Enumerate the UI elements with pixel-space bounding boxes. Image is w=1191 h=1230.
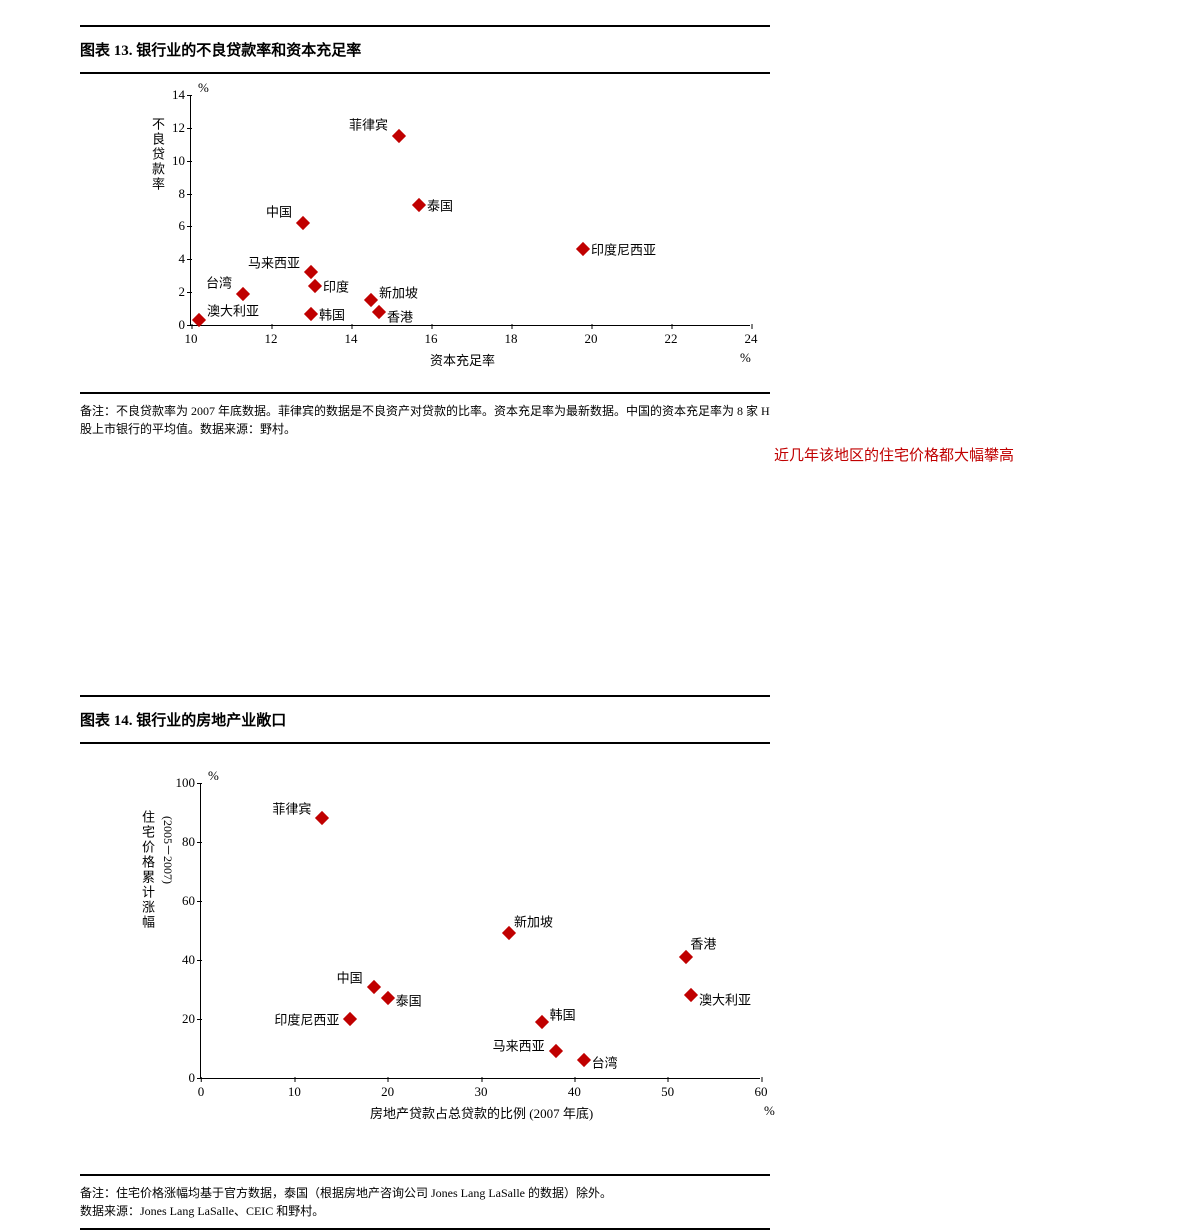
- x-tick: 16: [425, 325, 438, 347]
- data-point: [304, 306, 318, 320]
- data-point-label: 台湾: [206, 272, 232, 291]
- data-point-label: 印度: [323, 276, 349, 295]
- chart-14-y-unit: %: [208, 768, 219, 784]
- x-tick: 22: [665, 325, 678, 347]
- chart-13-title: 图表 13. 银行业的不良贷款率和资本充足率: [80, 35, 770, 66]
- data-point-label: 中国: [337, 967, 363, 986]
- chart-13-x-unit: %: [740, 350, 751, 366]
- y-tick: 100: [176, 775, 202, 791]
- data-point-label: 澳大利亚: [699, 990, 751, 1009]
- chart-14-footnote: 备注：住宅价格涨幅均基于官方数据，泰国（根据房地产咨询公司 Jones Lang…: [80, 1180, 770, 1224]
- data-point-label: 新加坡: [514, 912, 553, 931]
- y-tick: 10: [172, 153, 191, 169]
- data-point-label: 韩国: [550, 1004, 576, 1023]
- rule-mid: [80, 72, 770, 74]
- x-tick: 20: [585, 325, 598, 347]
- rule: [80, 1174, 770, 1176]
- chart-13-y-label: 不良贷款率: [148, 117, 167, 192]
- y-tick: 40: [182, 952, 201, 968]
- data-point-label: 香港: [690, 934, 716, 953]
- x-tick: 18: [505, 325, 518, 347]
- data-point: [684, 988, 698, 1002]
- highlight-note: 近几年该地区的住宅价格都大幅攀高: [770, 444, 1020, 469]
- y-tick: 6: [179, 218, 192, 234]
- data-point-label: 泰国: [396, 991, 422, 1010]
- data-point: [576, 242, 590, 256]
- y-tick: 2: [179, 284, 192, 300]
- chart-14-title: 图表 14. 银行业的房地产业敞口: [80, 705, 770, 736]
- chart-13-y-unit: %: [198, 80, 209, 96]
- data-point-label: 台湾: [592, 1053, 618, 1072]
- data-point: [236, 287, 250, 301]
- data-point-label: 马来西亚: [248, 253, 300, 272]
- chart-14-plot: % 住宅价格累计涨幅 (2005－2007) 02040608010001020…: [130, 770, 770, 1150]
- data-point-label: 菲律宾: [349, 115, 388, 134]
- y-tick: 80: [182, 834, 201, 850]
- data-point: [381, 991, 395, 1005]
- data-point: [343, 1012, 357, 1026]
- y-tick: 20: [182, 1011, 201, 1027]
- data-point-label: 新加坡: [379, 283, 418, 302]
- chart-14-x-unit: %: [764, 1103, 775, 1119]
- chart-14-section: 图表 14. 银行业的房地产业敞口 % 住宅价格累计涨幅 (2005－2007)…: [80, 695, 770, 1230]
- data-point: [315, 811, 329, 825]
- data-point: [364, 293, 378, 307]
- chart-14-y-label-sub: (2005－2007): [160, 816, 177, 884]
- data-point: [296, 216, 310, 230]
- y-tick: 60: [182, 893, 201, 909]
- data-point: [577, 1053, 591, 1067]
- x-tick: 0: [198, 1078, 205, 1100]
- data-point-label: 韩国: [319, 304, 345, 323]
- chart-13-plot-area: 024681012141012141618202224澳大利亚台湾中国马来西亚印…: [190, 96, 750, 326]
- rule: [80, 392, 770, 394]
- chart-14-y-label: 住宅价格累计涨幅: [138, 810, 157, 930]
- chart-13-plot: % 不良贷款率 024681012141012141618202224澳大利亚台…: [130, 82, 770, 382]
- x-tick: 10: [288, 1078, 301, 1100]
- chart-14-x-label: 房地产贷款占总贷款的比例 (2007 年底): [370, 1103, 593, 1122]
- x-tick: 24: [745, 325, 758, 347]
- data-point-label: 印度尼西亚: [591, 240, 656, 259]
- x-tick: 14: [345, 325, 358, 347]
- data-point: [549, 1044, 563, 1058]
- x-tick: 12: [265, 325, 278, 347]
- data-point: [304, 265, 318, 279]
- data-point-label: 菲律宾: [272, 799, 311, 818]
- rule-top: [80, 25, 770, 27]
- chart-13-section: 图表 13. 银行业的不良贷款率和资本充足率 % 不良贷款率 024681012…: [80, 25, 770, 442]
- x-tick: 30: [475, 1078, 488, 1100]
- data-point: [367, 979, 381, 993]
- x-tick: 20: [381, 1078, 394, 1100]
- data-point-label: 泰国: [427, 196, 453, 215]
- data-point: [372, 305, 386, 319]
- y-tick: 14: [172, 87, 191, 103]
- rule-top: [80, 695, 770, 697]
- data-point: [412, 198, 426, 212]
- data-point-label: 澳大利亚: [207, 301, 259, 320]
- data-point-label: 印度尼西亚: [274, 1010, 339, 1029]
- x-tick: 60: [755, 1078, 768, 1100]
- chart-14-plot-area: 0204060801000102030405060菲律宾印度尼西亚中国泰国新加坡…: [200, 784, 760, 1079]
- y-tick: 12: [172, 120, 191, 136]
- data-point-label: 香港: [387, 306, 413, 325]
- y-tick: 4: [179, 251, 192, 267]
- x-tick: 40: [568, 1078, 581, 1100]
- y-tick: 8: [179, 186, 192, 202]
- data-point: [392, 129, 406, 143]
- data-point: [308, 279, 322, 293]
- chart-13-footnote: 备注：不良贷款率为 2007 年底数据。菲律宾的数据是不良资产对贷款的比率。资本…: [80, 398, 770, 442]
- data-point: [535, 1015, 549, 1029]
- rule-mid: [80, 742, 770, 744]
- x-tick: 10: [185, 325, 198, 347]
- data-point-label: 中国: [266, 202, 292, 221]
- chart-13-x-label: 资本充足率: [430, 350, 495, 369]
- x-tick: 50: [661, 1078, 674, 1100]
- data-point-label: 马来西亚: [493, 1036, 545, 1055]
